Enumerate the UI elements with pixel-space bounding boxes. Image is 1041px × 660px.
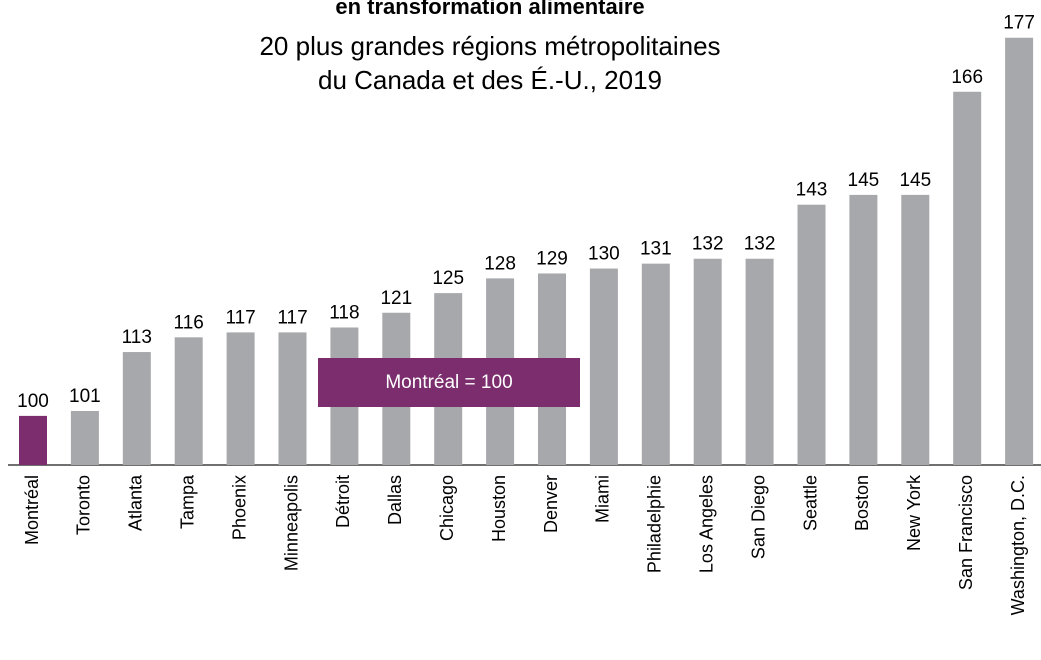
x-tick-label: Phoenix xyxy=(229,475,249,540)
value-label: 132 xyxy=(692,234,724,255)
x-tick-label: Philadelphie xyxy=(645,475,665,573)
x-tick-label: Minneapolis xyxy=(281,475,301,571)
value-label: 129 xyxy=(536,248,568,269)
x-tick-label: Seattle xyxy=(800,475,820,531)
bar xyxy=(589,268,618,465)
value-label: 131 xyxy=(640,239,672,260)
value-label: 100 xyxy=(17,391,49,412)
bar xyxy=(641,263,670,465)
bar xyxy=(174,337,203,465)
value-label: 118 xyxy=(329,303,359,324)
value-label: 121 xyxy=(380,288,412,309)
value-label: 125 xyxy=(432,268,464,289)
value-label: 132 xyxy=(744,234,776,255)
x-tick-label: Washington, D.C. xyxy=(1008,475,1028,615)
x-tick-label: Denver xyxy=(541,475,561,533)
value-label: 166 xyxy=(951,67,983,88)
x-tick-label: Détroit xyxy=(333,475,353,528)
bar xyxy=(745,258,774,465)
value-label: 117 xyxy=(277,307,307,328)
x-tick-label: Chicago xyxy=(437,475,457,541)
value-label: 177 xyxy=(1003,13,1035,34)
x-tick-label: Montréal xyxy=(22,475,42,545)
bar xyxy=(278,332,307,465)
x-tick-label: Los Angeles xyxy=(696,475,716,573)
bar xyxy=(693,258,722,465)
bar xyxy=(1005,37,1034,465)
bar xyxy=(19,415,47,465)
x-tick-label: New York xyxy=(904,474,924,551)
value-label: 143 xyxy=(796,180,828,201)
x-tick-label: Miami xyxy=(593,475,613,523)
value-label: 113 xyxy=(122,327,152,348)
x-tick-label: Tampa xyxy=(177,474,197,529)
x-tick-label: Boston xyxy=(852,475,872,531)
x-tick-label: Houston xyxy=(489,475,509,542)
chart-title: en transformation alimentaire xyxy=(335,0,644,19)
bar xyxy=(70,410,99,465)
bar xyxy=(953,91,982,465)
value-label: 101 xyxy=(69,386,101,407)
chart-subtitle: 20 plus grandes régions métropolitaines xyxy=(259,31,720,61)
x-tick-label: Toronto xyxy=(74,475,94,535)
value-label: 145 xyxy=(848,170,880,191)
value-label: 128 xyxy=(484,253,516,274)
chart-subtitle: du Canada et des É.-U., 2019 xyxy=(318,65,662,95)
annotation: Montréal = 100 xyxy=(385,372,512,393)
annotation-box xyxy=(318,358,580,407)
value-label: 130 xyxy=(588,244,620,265)
bar xyxy=(849,194,878,465)
bar xyxy=(797,204,826,465)
value-label: 117 xyxy=(225,307,255,328)
x-tick-label: San Diego xyxy=(748,475,768,559)
x-tick-label: San Francisco xyxy=(956,475,976,590)
value-label: 116 xyxy=(174,312,204,333)
bar xyxy=(901,194,930,465)
x-tick-label: Dallas xyxy=(385,475,405,525)
bar xyxy=(226,332,255,465)
x-tick-label: Atlanta xyxy=(126,474,146,531)
bar xyxy=(122,352,151,465)
value-label: 145 xyxy=(899,170,931,191)
